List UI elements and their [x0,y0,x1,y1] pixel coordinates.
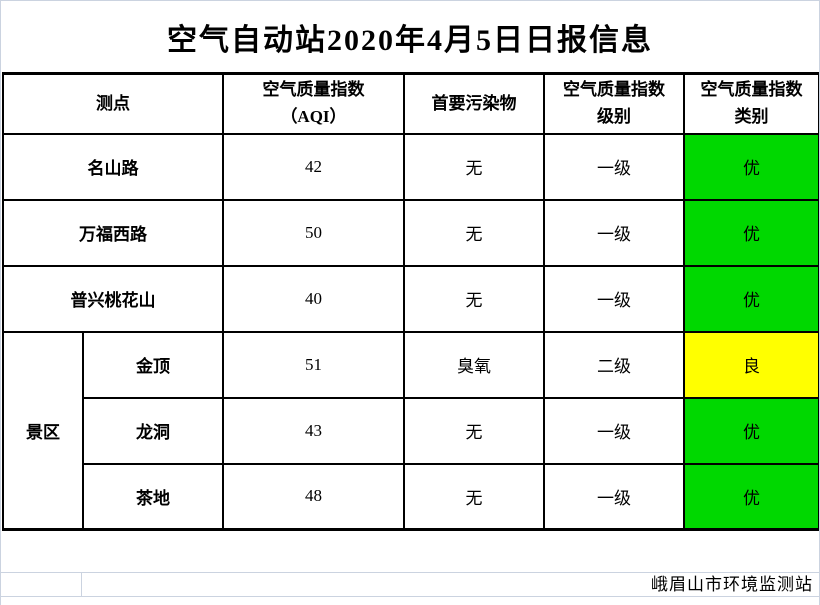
cell-aqi: 43 [222,396,405,465]
cell-site: 万福西路 [2,198,224,267]
table-row: 景区 金顶 51 臭氧 二级 良 [2,330,819,531]
cell-pollutant: 无 [403,132,545,201]
cell-category: 优 [683,264,819,333]
cell-pollutant: 无 [403,198,545,267]
column-header-category: 空气质量指数 类别 [683,72,819,135]
cell-pollutant: 臭氧 [403,330,545,399]
blank-area [1,531,819,572]
table-row: 万福西路 50 无 一级 优 [2,198,819,267]
gridline-vertical [81,573,82,596]
column-header-site: 测点 [2,72,224,135]
cell-category: 优 [683,132,819,201]
column-header-aqi: 空气质量指数 （AQI） [222,72,405,135]
cell-group: 景区 [2,330,84,531]
station-name: 峨眉山市环境监测站 [651,575,813,594]
cell-aqi: 48 [222,462,405,531]
cell-site: 茶地 [82,462,224,531]
cell-aqi: 51 [222,330,405,399]
cell-level: 一级 [543,198,685,267]
footer-row: 峨眉山市环境监测站 [1,572,819,597]
cell-level: 二级 [543,330,685,399]
cell-level: 一级 [543,132,685,201]
cell-category: 优 [683,396,819,465]
cell-pollutant: 无 [403,264,545,333]
cell-site: 普兴桃花山 [2,264,224,333]
table-row: 名山路 42 无 一级 优 [2,132,819,201]
table-row: 普兴桃花山 40 无 一级 优 [2,264,819,333]
cell-pollutant: 无 [403,396,545,465]
cell-site: 金顶 [82,330,224,399]
cell-category: 优 [683,198,819,267]
cell-category: 优 [683,462,819,531]
cell-aqi: 40 [222,264,405,333]
header-row: 测点 空气质量指数 （AQI） 首要污染物 空气质量指数 级别 空气质量指数 类… [2,72,819,135]
cell-level: 一级 [543,396,685,465]
report-table: 测点 空气质量指数 （AQI） 首要污染物 空气质量指数 级别 空气质量指数 类… [2,72,819,531]
cell-site: 名山路 [2,132,224,201]
cell-level: 一级 [543,462,685,531]
cell-site: 龙洞 [82,396,224,465]
cell-level: 一级 [543,264,685,333]
table-row: 龙洞 43 无 一级 优 [3,396,819,465]
cell-category: 良 [683,330,819,399]
page-title: 空气自动站2020年4月5日日报信息 [167,23,653,57]
cell-pollutant: 无 [403,462,545,531]
table-row: 茶地 48 无 一级 优 [3,462,819,531]
cell-aqi: 42 [222,132,405,201]
column-header-pollutant: 首要污染物 [403,72,545,135]
cell-aqi: 50 [222,198,405,267]
column-header-level: 空气质量指数 级别 [543,72,685,135]
